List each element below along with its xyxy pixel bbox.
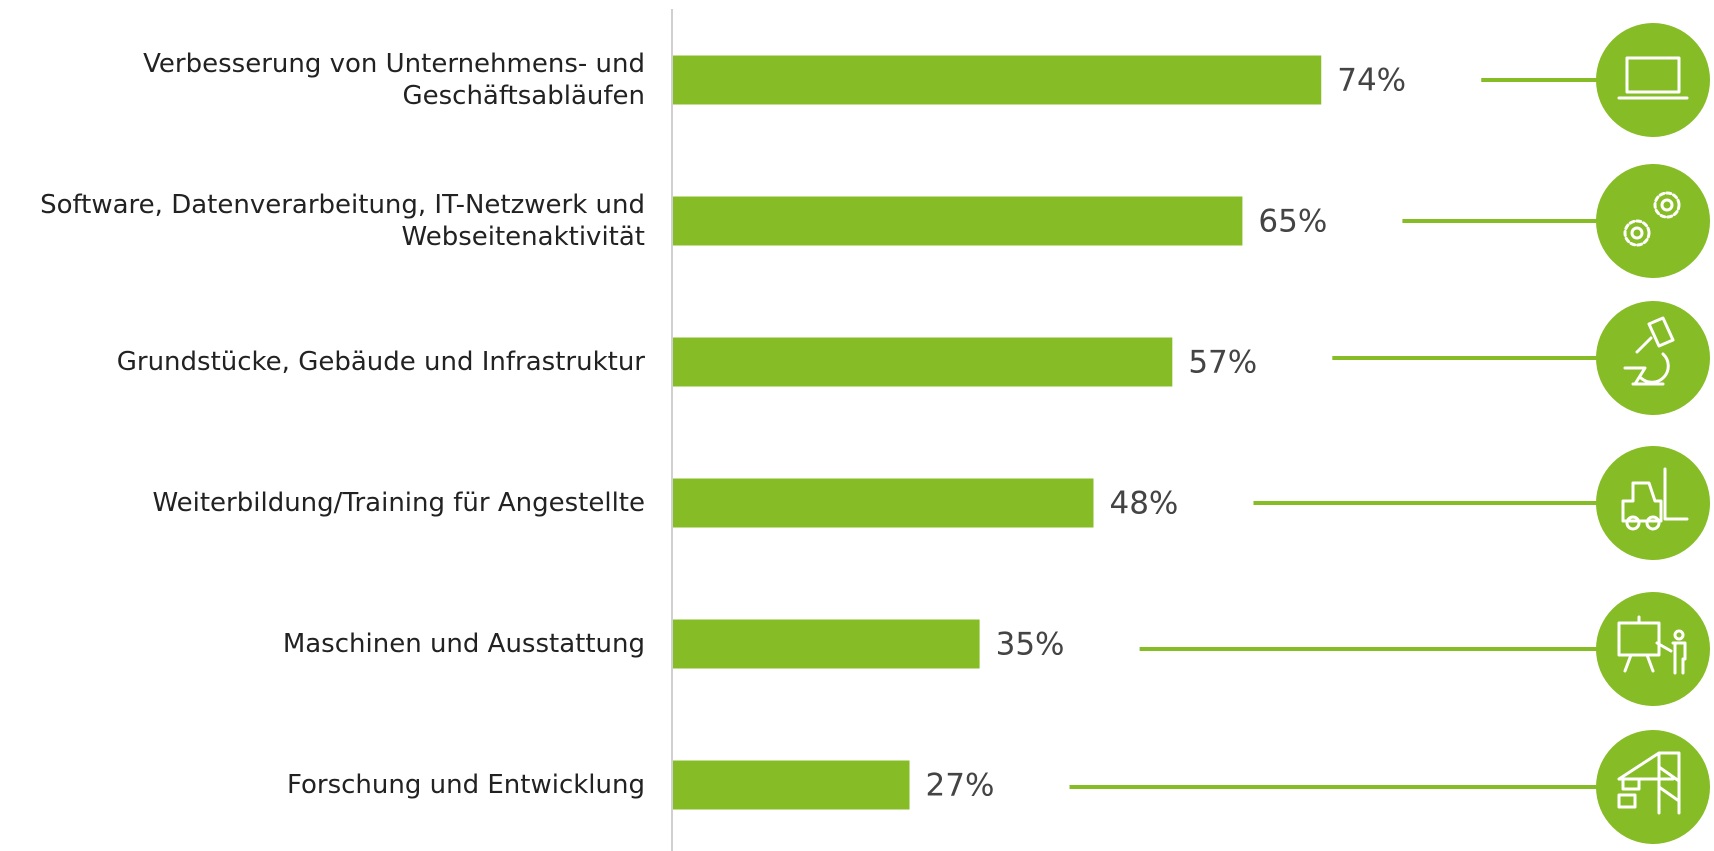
value-label: 57% <box>1188 345 1257 381</box>
bar <box>673 478 1094 528</box>
bar <box>673 619 980 669</box>
value-label: 35% <box>996 627 1065 663</box>
icon-laptop <box>1596 23 1710 137</box>
bar <box>673 760 910 810</box>
bar <box>673 55 1322 105</box>
icon-microscope <box>1596 301 1710 415</box>
icon-presentation <box>1596 592 1710 706</box>
value-label: 74% <box>1337 63 1406 99</box>
bar <box>673 337 1173 387</box>
category-label: Software, Datenverarbeitung, IT-Netzwerk… <box>40 190 645 252</box>
category-label: Grundstücke, Gebäude und Infrastruktur <box>116 347 645 377</box>
category-label: Weiterbildung/Training für Angestellte <box>152 488 645 518</box>
category-label: Verbesserung von Unternehmens- und Gesch… <box>143 49 645 111</box>
category-label: Maschinen und Ausstattung <box>282 629 645 659</box>
icon-forklift <box>1596 446 1710 560</box>
icon-gears <box>1596 164 1710 278</box>
icons <box>1596 23 1710 844</box>
category-label: Forschung und Entwicklung <box>286 770 645 800</box>
value-label: 65% <box>1258 204 1327 240</box>
bar <box>673 196 1243 246</box>
icon-crane <box>1596 730 1710 844</box>
value-label: 48% <box>1109 486 1178 522</box>
value-label: 27% <box>926 768 995 804</box>
